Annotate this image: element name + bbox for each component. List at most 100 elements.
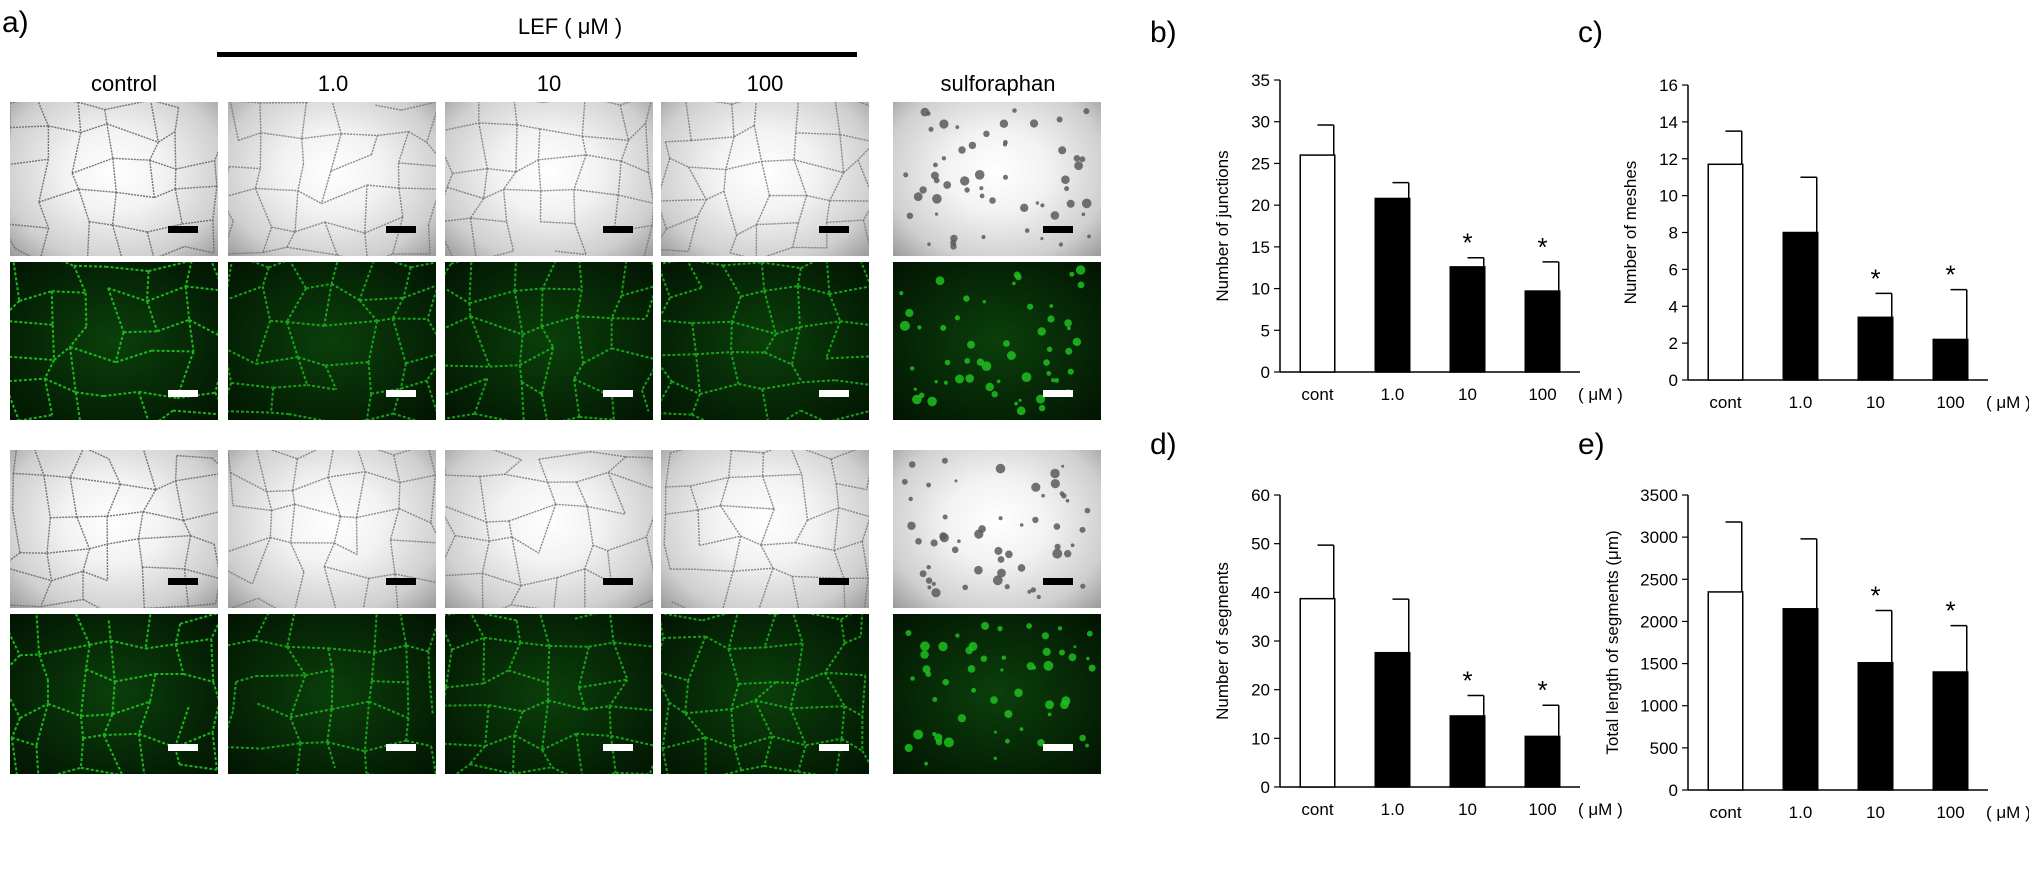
fluorescence-image [893, 262, 1101, 420]
scale-bar [168, 390, 198, 397]
scale-bar [1043, 578, 1073, 585]
bar-cont [1299, 154, 1336, 373]
y-tick-label: 25 [1251, 154, 1270, 173]
category-label: 1.0 [1789, 393, 1813, 412]
bar-100 [1932, 338, 1969, 381]
significance-asterisk: * [1462, 666, 1472, 696]
scale-bar [386, 578, 416, 585]
y-tick-label: 16 [1659, 76, 1678, 95]
column-label-1: 1.0 [317, 71, 349, 96]
significance-asterisk: * [1870, 263, 1880, 293]
category-label: 10 [1458, 800, 1477, 819]
category-label: 100 [1936, 393, 1964, 412]
scale-bar [386, 390, 416, 397]
y-tick-label: 10 [1659, 187, 1678, 206]
y-tick-label: 30 [1251, 113, 1270, 132]
brightfield-image [445, 450, 653, 608]
brightfield-image [445, 102, 653, 256]
scale-bar [386, 744, 416, 751]
y-tick-label: 2000 [1640, 612, 1678, 631]
x-unit-label: ( μM ) [1578, 385, 1623, 404]
brightfield-image [228, 102, 436, 256]
bar-1.0 [1374, 197, 1411, 373]
panel-a-label: a) [2, 6, 29, 39]
y-tick-label: 0 [1669, 371, 1678, 390]
y-tick-label: 0 [1261, 363, 1270, 382]
chart-svg: 0 5 10 15 20 25 30 35 Number of junctions cont 1.0… [1213, 71, 1623, 404]
scale-bar [1043, 226, 1073, 233]
category-label: 1.0 [1381, 800, 1405, 819]
scale-bar [386, 226, 416, 233]
scale-bar [168, 226, 198, 233]
y-tick-label: 1000 [1640, 697, 1678, 716]
y-tick-label: 10 [1251, 280, 1270, 299]
brightfield-image [10, 450, 218, 608]
y-tick-label: 500 [1650, 739, 1678, 758]
significance-asterisk: * [1462, 228, 1472, 258]
y-axis-label: Number of meshes [1621, 161, 1640, 305]
significance-asterisk: * [1945, 260, 1955, 290]
bar-10 [1857, 661, 1894, 791]
fluorescence-image [893, 614, 1101, 774]
scale-bar [1043, 744, 1073, 751]
brightfield-image [893, 102, 1101, 256]
bar-1.0 [1782, 608, 1819, 791]
junctions-chart: 0 5 10 15 20 25 30 35 Number of junctions cont 1.0… [1150, 40, 1623, 430]
scale-bar [1043, 390, 1073, 397]
y-tick-label: 3500 [1640, 486, 1678, 505]
significance-asterisk: * [1537, 675, 1547, 705]
y-axis-label: Number of junctions [1213, 150, 1232, 301]
brightfield-image [10, 102, 218, 256]
bar-100 [1524, 735, 1561, 788]
category-label: cont [1709, 393, 1741, 412]
bar-1.0 [1374, 651, 1411, 788]
panel-e-label: e) [1578, 428, 1605, 461]
y-tick-label: 4 [1669, 297, 1678, 316]
bar-cont [1707, 163, 1744, 381]
y-tick-label: 50 [1251, 535, 1270, 554]
y-tick-label: 0 [1261, 778, 1270, 797]
fluorescence-image [228, 262, 436, 420]
panel-b-label: b) [1150, 16, 1177, 49]
scale-bar [603, 226, 633, 233]
segments-chart: 0 10 20 30 40 50 60 Number of segments cont 1.0 * 1… [1150, 455, 1623, 865]
lef-bracket-line [217, 52, 857, 57]
fluorescence-image [661, 262, 869, 420]
meshes-chart: 0 2 4 6 8 10 12 14 16 Number of meshes cont 1.0 * 10 *… [1578, 40, 2029, 430]
column-label-10: 10 [536, 71, 562, 96]
fluorescence-image [10, 614, 218, 774]
brightfield-image [661, 450, 869, 608]
y-tick-label: 2500 [1640, 570, 1678, 589]
category-label: 1.0 [1381, 385, 1405, 404]
y-tick-label: 10 [1251, 729, 1270, 748]
y-tick-label: 5 [1261, 321, 1270, 340]
fluorescence-image [661, 614, 869, 774]
y-tick-label: 12 [1659, 150, 1678, 169]
column-label-100: 100 [746, 71, 784, 96]
category-label: 100 [1936, 803, 1964, 822]
column-label-sulforaphan: sulforaphan [940, 71, 1056, 96]
brightfield-image [893, 450, 1101, 608]
category-label: 1.0 [1789, 803, 1813, 822]
scale-bar [819, 226, 849, 233]
category-label: cont [1301, 385, 1333, 404]
fluorescence-image [10, 262, 218, 420]
y-axis-label: Total length of segments (μm) [1603, 530, 1622, 754]
bar-10 [1449, 266, 1486, 373]
y-axis-label: Number of segments [1213, 562, 1232, 720]
y-tick-label: 14 [1659, 113, 1678, 132]
column-label-control: control [90, 71, 158, 96]
x-unit-label: ( μM ) [1986, 393, 2029, 412]
fluorescence-image [445, 614, 653, 774]
y-tick-label: 1500 [1640, 655, 1678, 674]
scale-bar [819, 390, 849, 397]
category-label: 100 [1528, 800, 1556, 819]
lef-header: LEF ( μM ) [517, 14, 623, 39]
panel-d-label: d) [1150, 428, 1177, 461]
bar-100 [1524, 290, 1561, 373]
significance-asterisk: * [1945, 596, 1955, 626]
y-tick-label: 30 [1251, 632, 1270, 651]
y-tick-label: 20 [1251, 681, 1270, 700]
y-tick-label: 2 [1669, 334, 1678, 353]
bar-10 [1449, 715, 1486, 788]
